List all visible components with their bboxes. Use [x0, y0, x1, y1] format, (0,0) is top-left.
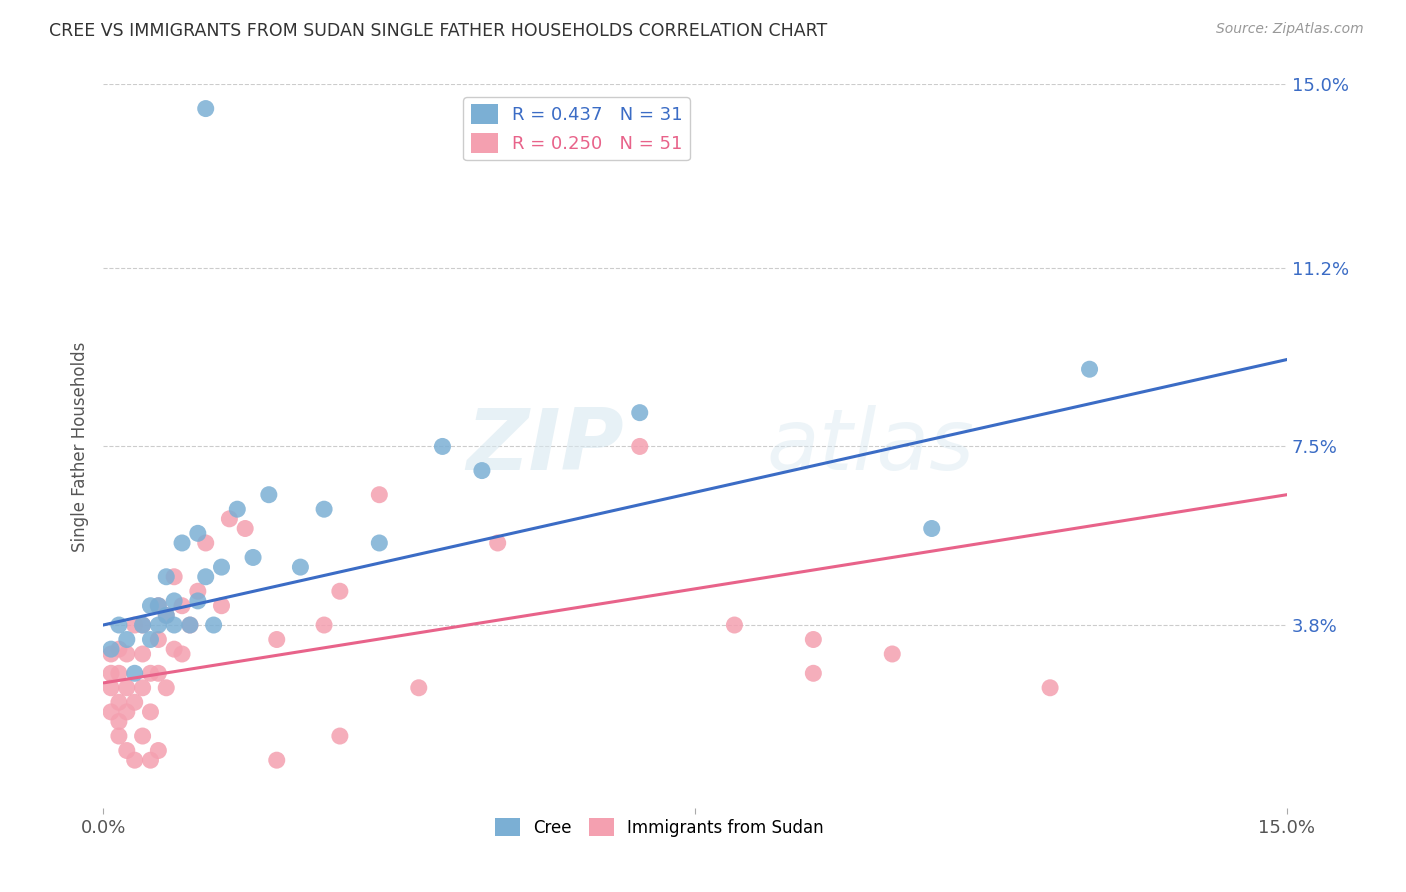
- Point: [163, 642, 186, 657]
- Point: [139, 705, 162, 719]
- Point: [1078, 362, 1101, 376]
- Point: [314, 502, 336, 516]
- Point: [108, 729, 131, 743]
- Point: [170, 647, 193, 661]
- Point: [131, 618, 153, 632]
- Point: [148, 618, 170, 632]
- Point: [170, 536, 193, 550]
- Point: [100, 681, 122, 695]
- Point: [266, 632, 288, 647]
- Point: [211, 599, 233, 613]
- Point: [108, 618, 131, 632]
- Point: [628, 439, 651, 453]
- Point: [242, 550, 264, 565]
- Point: [131, 618, 153, 632]
- Y-axis label: Single Father Households: Single Father Households: [72, 342, 89, 551]
- Point: [194, 536, 217, 550]
- Point: [170, 599, 193, 613]
- Point: [148, 666, 170, 681]
- Point: [139, 753, 162, 767]
- Point: [723, 618, 745, 632]
- Point: [408, 681, 430, 695]
- Point: [801, 632, 824, 647]
- Point: [329, 584, 352, 599]
- Point: [139, 599, 162, 613]
- Point: [139, 666, 162, 681]
- Point: [163, 594, 186, 608]
- Legend: Cree, Immigrants from Sudan: Cree, Immigrants from Sudan: [488, 812, 831, 844]
- Point: [921, 521, 943, 535]
- Point: [148, 743, 170, 757]
- Point: [187, 594, 209, 608]
- Point: [108, 642, 131, 657]
- Point: [131, 681, 153, 695]
- Point: [226, 502, 249, 516]
- Point: [155, 570, 177, 584]
- Point: [179, 618, 201, 632]
- Point: [148, 599, 170, 613]
- Point: [233, 521, 256, 535]
- Point: [368, 488, 391, 502]
- Point: [882, 647, 904, 661]
- Point: [194, 570, 217, 584]
- Point: [131, 729, 153, 743]
- Text: Source: ZipAtlas.com: Source: ZipAtlas.com: [1216, 22, 1364, 37]
- Point: [139, 632, 162, 647]
- Point: [108, 666, 131, 681]
- Point: [218, 512, 240, 526]
- Point: [108, 695, 131, 709]
- Point: [801, 666, 824, 681]
- Point: [194, 102, 217, 116]
- Point: [179, 618, 201, 632]
- Point: [115, 705, 138, 719]
- Point: [202, 618, 225, 632]
- Point: [314, 618, 336, 632]
- Point: [115, 743, 138, 757]
- Point: [187, 526, 209, 541]
- Point: [155, 608, 177, 623]
- Point: [131, 647, 153, 661]
- Point: [290, 560, 312, 574]
- Point: [257, 488, 280, 502]
- Point: [155, 681, 177, 695]
- Point: [155, 608, 177, 623]
- Point: [115, 681, 138, 695]
- Point: [432, 439, 454, 453]
- Point: [124, 695, 146, 709]
- Point: [148, 632, 170, 647]
- Point: [1039, 681, 1062, 695]
- Point: [108, 714, 131, 729]
- Point: [163, 618, 186, 632]
- Point: [100, 647, 122, 661]
- Point: [100, 666, 122, 681]
- Point: [266, 753, 288, 767]
- Point: [211, 560, 233, 574]
- Point: [163, 570, 186, 584]
- Text: atlas: atlas: [766, 405, 974, 488]
- Point: [187, 584, 209, 599]
- Point: [100, 705, 122, 719]
- Text: ZIP: ZIP: [467, 405, 624, 488]
- Point: [115, 647, 138, 661]
- Point: [329, 729, 352, 743]
- Point: [471, 464, 494, 478]
- Text: CREE VS IMMIGRANTS FROM SUDAN SINGLE FATHER HOUSEHOLDS CORRELATION CHART: CREE VS IMMIGRANTS FROM SUDAN SINGLE FAT…: [49, 22, 828, 40]
- Point: [100, 642, 122, 657]
- Point: [124, 666, 146, 681]
- Point: [628, 406, 651, 420]
- Point: [124, 753, 146, 767]
- Point: [115, 632, 138, 647]
- Point: [148, 599, 170, 613]
- Point: [368, 536, 391, 550]
- Point: [486, 536, 509, 550]
- Point: [124, 618, 146, 632]
